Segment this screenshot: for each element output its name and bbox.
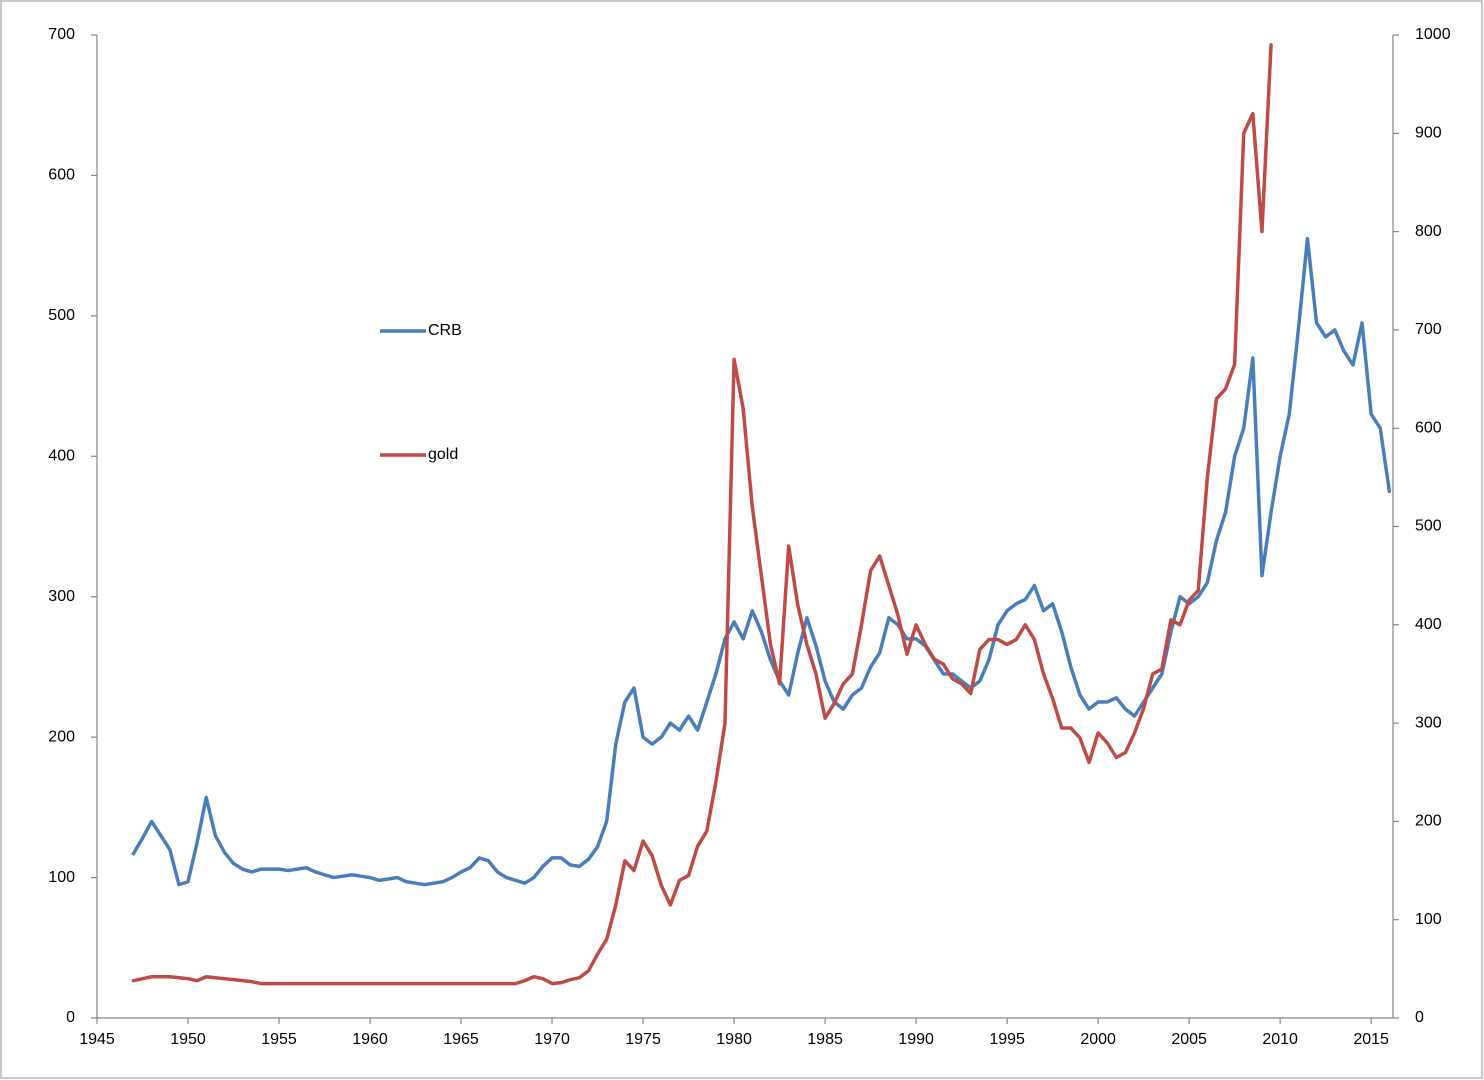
legend-label: CRB — [428, 322, 462, 339]
y2-tick-label: 100 — [1415, 911, 1442, 928]
y2-tick-label: 400 — [1415, 616, 1442, 633]
x-tick-label: 1960 — [352, 1031, 388, 1048]
x-tick-label: 1980 — [716, 1031, 752, 1048]
series-line — [131, 236, 1392, 887]
y-tick-label: 0 — [66, 1009, 75, 1026]
y2-tick-label: 900 — [1415, 125, 1442, 142]
x-tick-label: 1945 — [79, 1031, 115, 1048]
x-tick-label: 2010 — [1262, 1031, 1298, 1048]
x-tick-label: 2000 — [1080, 1031, 1116, 1048]
x-tick-label: 1975 — [625, 1031, 661, 1048]
x-tick-label: 1995 — [989, 1031, 1025, 1048]
x-tick-label: 1950 — [170, 1031, 206, 1048]
x-tick-label: 1985 — [807, 1031, 843, 1048]
y2-tick-label: 800 — [1415, 223, 1442, 240]
y-tick-label: 500 — [48, 307, 75, 324]
y2-tick-label: 200 — [1415, 813, 1442, 830]
y2-tick-label: 600 — [1415, 419, 1442, 436]
y2-tick-label: 700 — [1415, 321, 1442, 338]
y2-tick-label: 300 — [1415, 714, 1442, 731]
x-tick-label: 2015 — [1353, 1031, 1389, 1048]
x-tick-label: 2005 — [1171, 1031, 1207, 1048]
x-tick-label: 1970 — [534, 1031, 570, 1048]
legend-label: gold — [428, 446, 458, 463]
y2-tick-label: 0 — [1415, 1009, 1424, 1026]
y2-tick-label: 1000 — [1415, 26, 1451, 43]
x-tick-label: 1965 — [443, 1031, 479, 1048]
y-tick-label: 100 — [48, 869, 75, 886]
series-line — [131, 43, 1273, 986]
y-tick-label: 600 — [48, 167, 75, 184]
y-tick-label: 300 — [48, 588, 75, 605]
y-tick-label: 700 — [48, 26, 75, 43]
x-tick-label: 1955 — [261, 1031, 297, 1048]
x-tick-label: 1990 — [898, 1031, 934, 1048]
y-tick-label: 400 — [48, 448, 75, 465]
y-tick-label: 200 — [48, 728, 75, 745]
y2-tick-label: 500 — [1415, 518, 1442, 535]
